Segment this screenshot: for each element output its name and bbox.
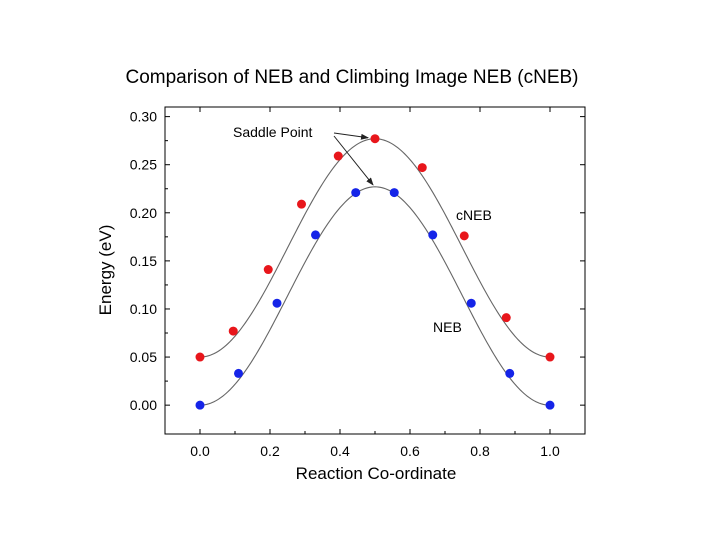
y-tick-label: 0.10 [130,301,157,317]
point-cneb [195,352,205,362]
x-tick-label: 1.0 [540,443,560,459]
y-tick-label: 0.00 [130,397,157,413]
y-tick-label: 0.05 [130,349,157,365]
y-tick-label: 0.25 [130,157,157,173]
point-neb [311,230,320,240]
point-neb [351,188,361,198]
point-cneb [228,326,238,336]
fit-curves [199,138,551,406]
y-tick-label: 0.15 [130,253,157,269]
point-neb [389,188,399,198]
x-tick-label: 0.4 [330,443,350,459]
cneb-label: cNEB [456,207,492,223]
x-axis-label: Reaction Co-ordinate [296,464,457,483]
y-axis-label: Energy (eV) [96,225,115,316]
neb-label: NEB [433,319,462,335]
fit-curve-cneb [199,138,551,358]
point-cneb [333,151,343,161]
point-cneb [297,199,306,209]
saddle-arrow-cneb [333,132,369,140]
x-tick-label: 0.2 [260,443,280,459]
fit-curve-neb [199,186,551,406]
x-tick-label: 0.8 [470,443,490,459]
saddle-point-label: Saddle Point [233,124,313,140]
point-cneb [417,163,427,173]
point-neb [466,298,476,308]
point-cneb [545,352,555,362]
point-neb [505,368,515,378]
y-tick-label: 0.30 [130,109,157,125]
data-points [195,134,555,410]
x-tick-label: 0.6 [400,443,420,459]
point-neb [545,400,555,410]
point-neb [428,230,438,240]
saddle-arrow-neb [333,135,374,186]
point-cneb [501,313,511,323]
x-tick-label: 0.0 [190,443,210,459]
point-neb [195,400,205,410]
point-cneb [370,134,380,144]
chart-title: Comparison of NEB and Climbing Image NEB… [125,67,578,88]
point-cneb [459,231,469,241]
plot-frame [164,106,586,435]
y-axis-ticks: 0.00 0.05 0.10 0.15 0.20 0.25 0.30 [130,109,585,413]
point-cneb [263,265,273,275]
point-neb [234,368,243,378]
y-tick-label: 0.20 [130,205,157,221]
x-axis-ticks: 0.0 0.2 0.4 0.6 0.8 1.0 [190,107,560,459]
point-neb [272,298,282,308]
